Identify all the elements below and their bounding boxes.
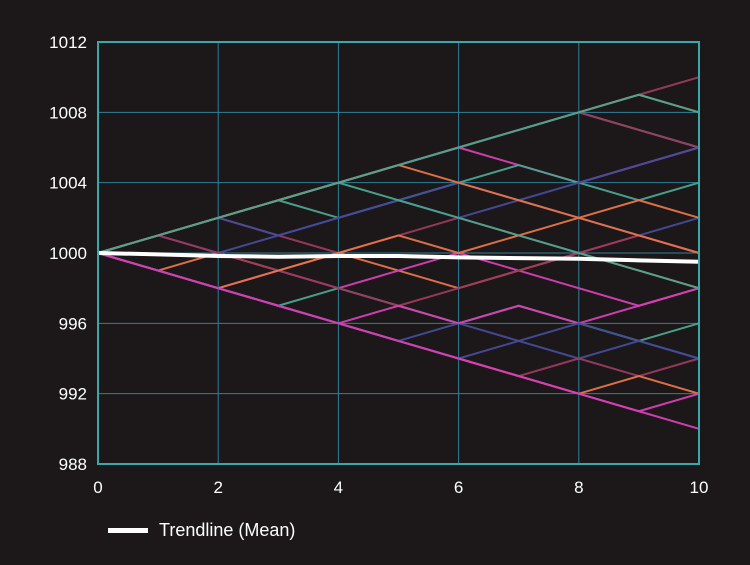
x-tick-label: 6: [454, 478, 463, 497]
y-tick-label: 1008: [49, 103, 87, 122]
path-line: [97, 252, 700, 413]
y-tick-label: 992: [59, 385, 87, 404]
trendline: [97, 251, 700, 264]
y-tick-label: 1004: [49, 174, 87, 193]
path-line: [97, 252, 700, 325]
path-line: [97, 93, 700, 254]
x-tick-label: 10: [690, 478, 709, 497]
plot-frame: [97, 41, 700, 465]
y-tick-label: 988: [59, 455, 87, 474]
x-tick-label: 0: [93, 478, 102, 497]
y-tick-label: 996: [59, 314, 87, 333]
y-tick-label: 1000: [49, 244, 87, 263]
y-tick-label: 1012: [49, 33, 87, 52]
x-tick-label: 4: [334, 478, 343, 497]
x-tick-label: 8: [574, 478, 583, 497]
legend-trendline-label: Trendline (Mean): [159, 520, 296, 540]
x-tick-label: 2: [213, 478, 222, 497]
legend-trendline-swatch: [108, 528, 148, 533]
legend: Trendline (Mean): [108, 520, 295, 541]
